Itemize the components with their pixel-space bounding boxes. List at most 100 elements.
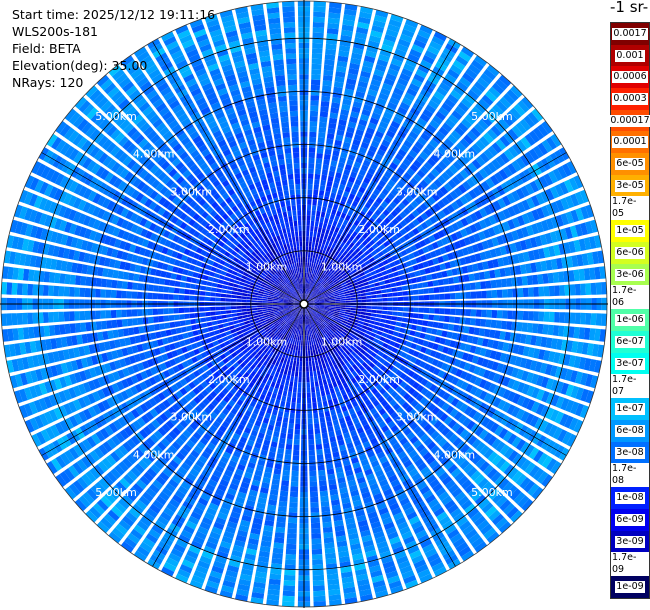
gate-cell [283,585,295,592]
gate-cell [151,524,164,535]
gate-cell [376,376,384,384]
gate-cell [382,391,390,399]
gate-cell [456,81,469,92]
gate-cell [263,312,269,316]
gate-cell [406,318,413,324]
gate-cell [332,451,340,458]
gate-cell [543,311,550,322]
gate-cell [419,239,427,248]
gate-cell [372,372,380,380]
gate-cell [195,565,209,575]
gate-cell [376,451,386,460]
gate-cell [483,229,491,239]
gate-cell [171,350,179,358]
gate-cell [285,443,293,450]
gate-cell [415,256,422,264]
gate-cell [377,251,384,258]
gate-cell [342,382,349,389]
gate-cell [516,139,527,152]
gate-cell [172,403,181,412]
gate-cell [103,513,117,526]
gate-cell [446,331,453,339]
gate-cell [357,578,370,587]
gate-cell [350,57,362,65]
gate-cell [355,129,364,137]
gate-cell [377,340,384,346]
gate-cell [336,434,344,441]
gate-cell [336,319,342,324]
gate-cell [309,305,315,307]
gate-cell [269,489,279,496]
gate-cell [233,335,240,341]
gate-cell [345,252,351,259]
gate-cell [328,431,335,438]
gate-cell [415,393,424,402]
gate-cell [281,329,287,334]
gate-cell [28,401,38,415]
gate-cell [150,464,161,474]
gate-cell [448,448,459,459]
gate-cell [515,188,525,200]
gate-cell [373,69,385,77]
gate-cell [417,117,428,127]
gate-cell [75,358,84,370]
gate-cell [309,334,313,340]
gate-cell [260,364,266,371]
gate-cell [238,486,248,494]
gate-cell [295,418,301,425]
gate-cell [499,331,506,340]
gate-cell [247,354,254,361]
gate-cell [407,266,414,273]
gate-cell [313,298,319,301]
gate-cell [50,424,60,438]
gate-cell [328,594,342,601]
gate-cell [269,446,277,453]
gate-cell [326,133,335,140]
gate-cell [301,309,303,315]
gate-cell [434,336,441,344]
gate-cell [307,257,310,263]
gate-cell [403,384,412,392]
gate-cell [503,464,515,476]
gate-cell [401,97,413,106]
gate-cell [307,408,312,414]
gate-cell [328,360,333,367]
gate-cell [420,466,431,476]
gate-cell [308,429,314,435]
gate-cell [548,311,555,323]
gate-cell [298,345,301,351]
gate-cell [503,149,515,161]
gate-cell [273,310,279,313]
gate-cell [326,356,331,362]
gate-cell [448,277,455,285]
gate-cell [423,175,433,185]
gate-cell [286,337,290,343]
gate-cell [322,437,329,444]
gate-cell [314,338,318,344]
gate-cell [59,452,71,466]
gate-cell [441,237,449,246]
gate-cell [541,474,553,488]
gate-cell [347,339,354,345]
gate-cell [306,295,310,300]
gate-cell [314,269,318,275]
gate-cell [442,254,449,262]
gate-cell [254,442,262,449]
gate-cell [420,378,429,387]
gate-cell [519,240,528,251]
gate-cell [242,509,253,518]
gate-cell [468,110,480,122]
gate-cell [335,466,344,474]
gate-cell [272,547,284,554]
gate-cell [306,236,309,242]
gate-cell [188,350,196,358]
gate-cell [485,319,492,328]
gate-cell [277,389,283,396]
gate-cell [483,464,494,476]
gate-cell [502,430,513,442]
gate-cell [496,363,504,373]
gate-cell [321,169,328,176]
gate-cell [310,252,314,258]
gate-cell [218,425,227,433]
gate-cell [389,438,398,446]
